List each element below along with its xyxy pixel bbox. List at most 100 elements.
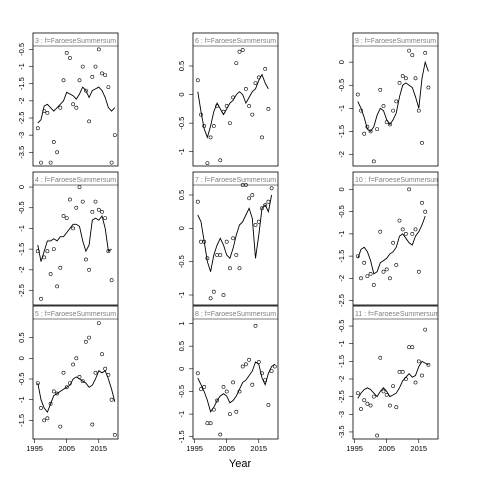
- panel-7-trend-line: [197, 194, 273, 272]
- panel-3-ytick-label: -2: [17, 98, 26, 105]
- panel-11-data-point: [420, 373, 424, 378]
- panel-8-frame: [192, 305, 279, 440]
- panel-6-data-point: [227, 121, 232, 126]
- panel-4-data-point: [48, 272, 53, 276]
- panel-3-data-point: [39, 160, 43, 165]
- panel-4-data-point: [61, 214, 66, 218]
- panel-9-data-point: [384, 120, 389, 125]
- panel-9-data-point: [375, 127, 380, 132]
- panel-6-data-point: [218, 158, 223, 163]
- panel-5-ytick-label: -1: [17, 396, 26, 403]
- panel-9-data-point: [400, 74, 405, 78]
- panel-9-data-point: [403, 76, 408, 81]
- panel-6-data-point: [202, 124, 207, 128]
- panel-5-frame: [32, 305, 119, 440]
- panel-5-ytick-label: -1.5: [17, 414, 26, 427]
- panel-11-ytick-label: -0.5: [337, 320, 346, 333]
- panel-3-strip: [33, 33, 118, 46]
- panel-8-data-point: [260, 371, 264, 376]
- panel-11-data-point: [410, 345, 415, 350]
- panel-6-data-point: [231, 95, 236, 100]
- panel-5-xtick-label: 2005: [58, 444, 75, 453]
- panel-4-data-point: [103, 216, 108, 221]
- panel-5-strip-label: 5 : f=FaroeseSummersum: [35, 311, 116, 318]
- panel-10-strip: [353, 172, 438, 185]
- panel-4-data-point: [93, 199, 98, 204]
- panel-9-data-point: [410, 53, 415, 58]
- panel-5-data-point: [64, 385, 69, 390]
- panel-4-data-point: [71, 226, 76, 231]
- panel-10-trend-line: [357, 215, 426, 275]
- panel-5-data-point: [68, 381, 72, 386]
- panel-10-ytick-label: -0.5: [337, 205, 346, 218]
- panel-8-data-point: [215, 398, 220, 403]
- panel-4-trend-line: [37, 214, 112, 262]
- panel-11-ytick-label: -3: [337, 411, 346, 418]
- panel-11-data-point: [381, 389, 386, 394]
- panel-10-data-point: [407, 187, 412, 192]
- panel-3-data-point: [74, 105, 79, 110]
- panel-11-data-point: [391, 384, 396, 389]
- panel-10-ytick-label: 0: [337, 187, 346, 191]
- panel-6-data-point: [263, 67, 268, 71]
- panel-8-data-point: [199, 387, 203, 392]
- panel-6-data-point: [215, 104, 220, 108]
- panel-4-data-point: [35, 249, 40, 254]
- panel-4-data-point: [58, 265, 63, 270]
- panel-10-data-point: [397, 218, 402, 223]
- panel-11-data-point: [365, 401, 370, 406]
- panel-5-data-point: [55, 391, 60, 396]
- panel-9-data-point: [413, 76, 418, 81]
- panel-11-data-point: [400, 369, 405, 374]
- panel-7-data-point: [205, 256, 210, 261]
- panel-3-data-point: [100, 71, 104, 76]
- panel-3-data-point: [68, 56, 72, 60]
- panel-11-data-point: [394, 405, 399, 410]
- panel-3-data-point: [64, 51, 69, 55]
- panel-3-data-point: [48, 160, 53, 165]
- panel-10-data-point: [420, 200, 424, 205]
- panel-9-data-point: [355, 92, 360, 97]
- panel-10-data-point: [423, 209, 428, 214]
- panel-9-ytick-label: 0: [337, 60, 346, 64]
- panel-4-data-point: [74, 205, 79, 210]
- panel-5-data-point: [42, 418, 47, 423]
- panel-3-frame: [32, 32, 119, 167]
- panel-10-data-point: [413, 227, 418, 232]
- panel-8-data-point: [237, 389, 242, 394]
- panel-5-data-point: [74, 356, 79, 361]
- panel-9-data-point: [378, 87, 383, 92]
- panel-6-ytick-label: -0.5: [177, 117, 186, 130]
- panel-8-ytick-label: 0.5: [177, 341, 186, 351]
- panel-11-trend-line: [357, 360, 429, 399]
- panel-10-frame: [352, 171, 439, 306]
- panel-11-data-point: [371, 394, 376, 399]
- panel-11-data-point: [362, 398, 367, 403]
- panel-3-data-point: [109, 160, 114, 165]
- panel-9-frame: [352, 32, 439, 167]
- panel-7-strip-label: 7 : f=FaroeseSummersum: [195, 177, 276, 184]
- panel-8-strip: [193, 306, 278, 319]
- panel-6-data-point: [237, 49, 242, 54]
- panel-5-xtick-label: 2015: [90, 444, 107, 453]
- panel-8-ytick-label: 1: [177, 321, 186, 325]
- panel-3-data-point: [55, 150, 60, 155]
- panel-10-data-point: [381, 269, 386, 274]
- panel-6-strip-label: 6 : f=FaroeseSummersum: [195, 38, 276, 45]
- panel-9-data-point: [362, 131, 367, 136]
- panel-8-data-point: [243, 362, 248, 367]
- panel-3-trend-line: [37, 86, 116, 124]
- panel-9-data-point: [423, 51, 428, 55]
- panel-11-data-point: [403, 377, 408, 381]
- panel-8-data-point: [205, 421, 210, 426]
- panel-10-ytick-label: -1.5: [337, 250, 346, 263]
- panel-6-data-point: [243, 87, 248, 91]
- panel-7-ytick-label: -1: [177, 292, 186, 299]
- panel-7-data-point: [250, 193, 255, 197]
- panel-4-strip-label: 4 : f=FaroeseSummersum: [35, 177, 116, 184]
- panel-8-data-point: [240, 364, 245, 369]
- panel-3-data-point: [42, 109, 47, 114]
- panel-4-ytick-label: -1.5: [17, 243, 26, 256]
- panel-10-data-point: [403, 231, 408, 236]
